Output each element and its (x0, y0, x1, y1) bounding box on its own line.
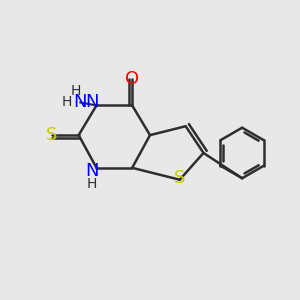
Text: N: N (85, 93, 99, 111)
Text: H: H (70, 84, 81, 98)
Text: H: H (61, 95, 72, 110)
Text: S: S (174, 169, 185, 187)
Text: H: H (87, 177, 97, 191)
Text: N: N (74, 93, 87, 111)
Text: O: O (125, 70, 139, 88)
Text: S: S (46, 126, 58, 144)
Text: N: N (85, 162, 99, 180)
